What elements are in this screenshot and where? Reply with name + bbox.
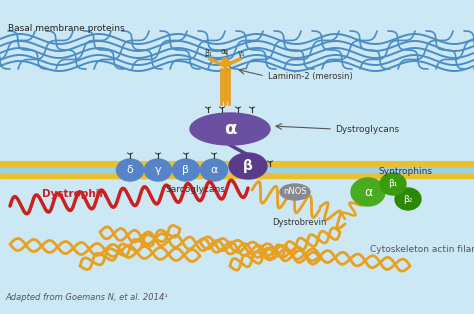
Text: β: β	[243, 159, 253, 173]
Ellipse shape	[229, 153, 267, 179]
Ellipse shape	[173, 159, 200, 181]
Ellipse shape	[380, 173, 406, 195]
Text: Adapted from Goemans N, et al. 2014¹: Adapted from Goemans N, et al. 2014¹	[5, 293, 168, 302]
Ellipse shape	[190, 113, 270, 145]
Text: Syntrophins: Syntrophins	[378, 167, 432, 176]
Ellipse shape	[351, 178, 385, 206]
Ellipse shape	[201, 159, 228, 181]
Text: Dystrobrevin: Dystrobrevin	[272, 218, 327, 227]
Ellipse shape	[280, 184, 310, 200]
Text: Basal membrane proteins: Basal membrane proteins	[8, 24, 125, 33]
Text: Dystroglycans: Dystroglycans	[335, 124, 399, 133]
Text: α: α	[210, 165, 218, 175]
Text: β₁: β₁	[388, 180, 398, 188]
Text: α₂: α₂	[221, 47, 229, 56]
Text: γ: γ	[155, 165, 161, 175]
Text: nNOS: nNOS	[283, 187, 307, 197]
Text: Dystrophin: Dystrophin	[42, 189, 107, 199]
Text: Sarcoglycans: Sarcoglycans	[165, 185, 225, 194]
Text: β₁: β₁	[204, 49, 212, 58]
Ellipse shape	[395, 188, 421, 210]
Text: α: α	[224, 120, 236, 138]
Text: β: β	[182, 165, 190, 175]
Ellipse shape	[117, 159, 144, 181]
Ellipse shape	[145, 159, 172, 181]
Text: β₂: β₂	[403, 194, 413, 203]
Text: Laminin-2 (merosin): Laminin-2 (merosin)	[268, 72, 353, 80]
Text: α: α	[364, 186, 372, 198]
Text: Cytoskeleton actin filaments: Cytoskeleton actin filaments	[370, 245, 474, 253]
Text: δ: δ	[127, 165, 133, 175]
Text: γ₁: γ₁	[238, 49, 246, 58]
